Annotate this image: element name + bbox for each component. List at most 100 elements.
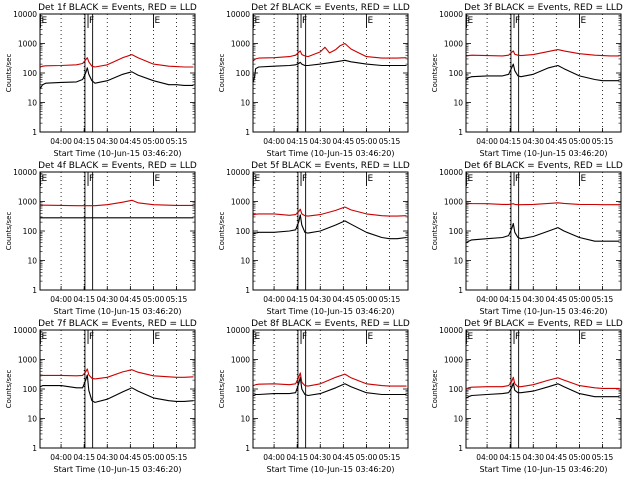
- marker-label: E: [254, 16, 260, 26]
- y-tick-label: 1000: [18, 198, 37, 207]
- x-tick-label: 04:00: [476, 295, 498, 304]
- x-tick-label: 04:00: [50, 137, 72, 146]
- series-events-line: [252, 59, 407, 83]
- y-axis-label: Counts/sec: [218, 54, 226, 93]
- x-tick-label: 05:00: [569, 295, 591, 304]
- x-tick-label: 04:30: [96, 295, 118, 304]
- marker-label: E: [467, 174, 473, 184]
- marker-label: F: [302, 174, 307, 184]
- series-events-line: [253, 376, 407, 397]
- marker-label: E: [154, 174, 160, 184]
- x-tick-label: 04:45: [333, 295, 355, 304]
- chart-title: Det 6f BLACK = Events, RED = LLD: [464, 161, 623, 171]
- x-tick-label: 05:15: [166, 137, 188, 146]
- chart-title: Det 3f BLACK = Events, RED = LLD: [464, 3, 623, 13]
- x-tick-label: 04:15: [73, 295, 95, 304]
- series-lld-line: [253, 372, 407, 387]
- y-axis-label: Counts/sec: [431, 212, 439, 251]
- y-tick-label: 10000: [13, 326, 37, 335]
- x-axis-label: Start Time (10-Jun-15 03:46:20): [267, 465, 395, 474]
- y-axis-label: Counts/sec: [218, 370, 226, 409]
- panel-det-2: Det 2f BLACK = Events, RED = LLD Counts/s…: [218, 3, 410, 158]
- y-axis-label: Counts/sec: [5, 212, 13, 251]
- x-axis-label: Start Time (10-Jun-15 03:46:20): [54, 149, 182, 158]
- x-tick-label: 05:15: [379, 295, 401, 304]
- x-tick-label: 04:00: [476, 453, 498, 462]
- series-lld-line: [40, 54, 194, 68]
- plot-frame: [465, 329, 622, 449]
- panel-det-6: Det 6f BLACK = Events, RED = LLD Counts/s…: [431, 161, 623, 316]
- y-tick-label: 1: [458, 286, 463, 295]
- x-tick-label: 04:45: [120, 137, 142, 146]
- marker-label: E: [367, 16, 373, 26]
- marker-label: E: [154, 332, 160, 342]
- x-tick-label: 04:00: [263, 453, 285, 462]
- y-tick-label: 10: [240, 257, 250, 266]
- x-tick-label: 04:00: [50, 295, 72, 304]
- x-tick-label: 04:00: [263, 137, 285, 146]
- x-axis-label: Start Time (10-Jun-15 03:46:20): [480, 149, 608, 158]
- chart-title: Det 7f BLACK = Events, RED = LLD: [38, 319, 197, 329]
- y-tick-label: 1: [32, 444, 37, 453]
- x-tick-label: 05:00: [143, 453, 165, 462]
- x-tick-label: 05:00: [143, 137, 165, 146]
- y-tick-label: 10000: [439, 326, 463, 335]
- series-lld-line: [466, 49, 620, 57]
- y-tick-label: 10000: [226, 326, 250, 335]
- y-tick-label: 1000: [231, 356, 250, 365]
- y-tick-label: 100: [236, 227, 251, 236]
- marker-label: F: [89, 332, 94, 342]
- panel-det-8: Det 8f BLACK = Events, RED = LLD Counts/s…: [218, 319, 410, 474]
- x-tick-label: 04:15: [499, 453, 521, 462]
- panel-det-3: Det 3f BLACK = Events, RED = LLD Counts/s…: [431, 3, 623, 158]
- y-axis-label: Counts/sec: [5, 54, 13, 93]
- y-tick-label: 10000: [439, 168, 463, 177]
- chart-title: Det 2f BLACK = Events, RED = LLD: [251, 3, 410, 13]
- x-tick-label: 04:15: [73, 137, 95, 146]
- y-tick-label: 1: [245, 128, 250, 137]
- flare-interval-box: [297, 13, 307, 133]
- y-tick-label: 10000: [13, 168, 37, 177]
- x-axis-label: Start Time (10-Jun-15 03:46:20): [480, 307, 608, 316]
- y-tick-label: 1: [458, 128, 463, 137]
- marker-label: E: [580, 174, 586, 184]
- y-axis-label: Counts/sec: [5, 370, 13, 409]
- y-tick-label: 10000: [13, 10, 37, 19]
- marker-label: E: [41, 332, 47, 342]
- chart-title: Det 4f BLACK = Events, RED = LLD: [38, 161, 197, 171]
- x-tick-label: 04:15: [499, 295, 521, 304]
- y-tick-label: 100: [449, 227, 464, 236]
- x-tick-label: 04:45: [546, 137, 568, 146]
- x-tick-label: 05:00: [143, 295, 165, 304]
- x-tick-label: 04:30: [522, 295, 544, 304]
- x-tick-label: 05:15: [166, 453, 188, 462]
- y-tick-label: 100: [236, 69, 251, 78]
- series-events-line: [253, 214, 407, 240]
- y-tick-label: 100: [23, 69, 38, 78]
- marker-label: F: [515, 332, 520, 342]
- panel-det-4: Det 4f BLACK = Events, RED = LLD Counts/s…: [5, 161, 197, 316]
- marker-label: E: [580, 332, 586, 342]
- y-tick-label: 100: [449, 385, 464, 394]
- y-axis-label: Counts/sec: [431, 54, 439, 93]
- marker-label: E: [580, 16, 586, 26]
- plot-frame: [39, 329, 196, 449]
- x-tick-label: 05:00: [569, 453, 591, 462]
- marker-label: E: [41, 174, 47, 184]
- x-tick-label: 04:30: [309, 453, 331, 462]
- y-tick-label: 1000: [444, 198, 463, 207]
- x-axis-label: Start Time (10-Jun-15 03:46:20): [480, 465, 608, 474]
- series-events-line: [466, 382, 620, 399]
- marker-label: E: [154, 16, 160, 26]
- y-tick-label: 10000: [226, 10, 250, 19]
- y-axis-label: Counts/sec: [218, 212, 226, 251]
- y-tick-label: 10: [453, 257, 463, 266]
- plot-frame: [39, 13, 196, 133]
- plot-frame: [39, 171, 196, 291]
- plot-frame: [465, 171, 622, 291]
- x-axis-label: Start Time (10-Jun-15 03:46:20): [267, 307, 395, 316]
- x-tick-label: 04:15: [286, 137, 308, 146]
- flare-interval-box: [84, 171, 94, 291]
- plot-frame: [252, 13, 409, 133]
- y-tick-label: 100: [449, 69, 464, 78]
